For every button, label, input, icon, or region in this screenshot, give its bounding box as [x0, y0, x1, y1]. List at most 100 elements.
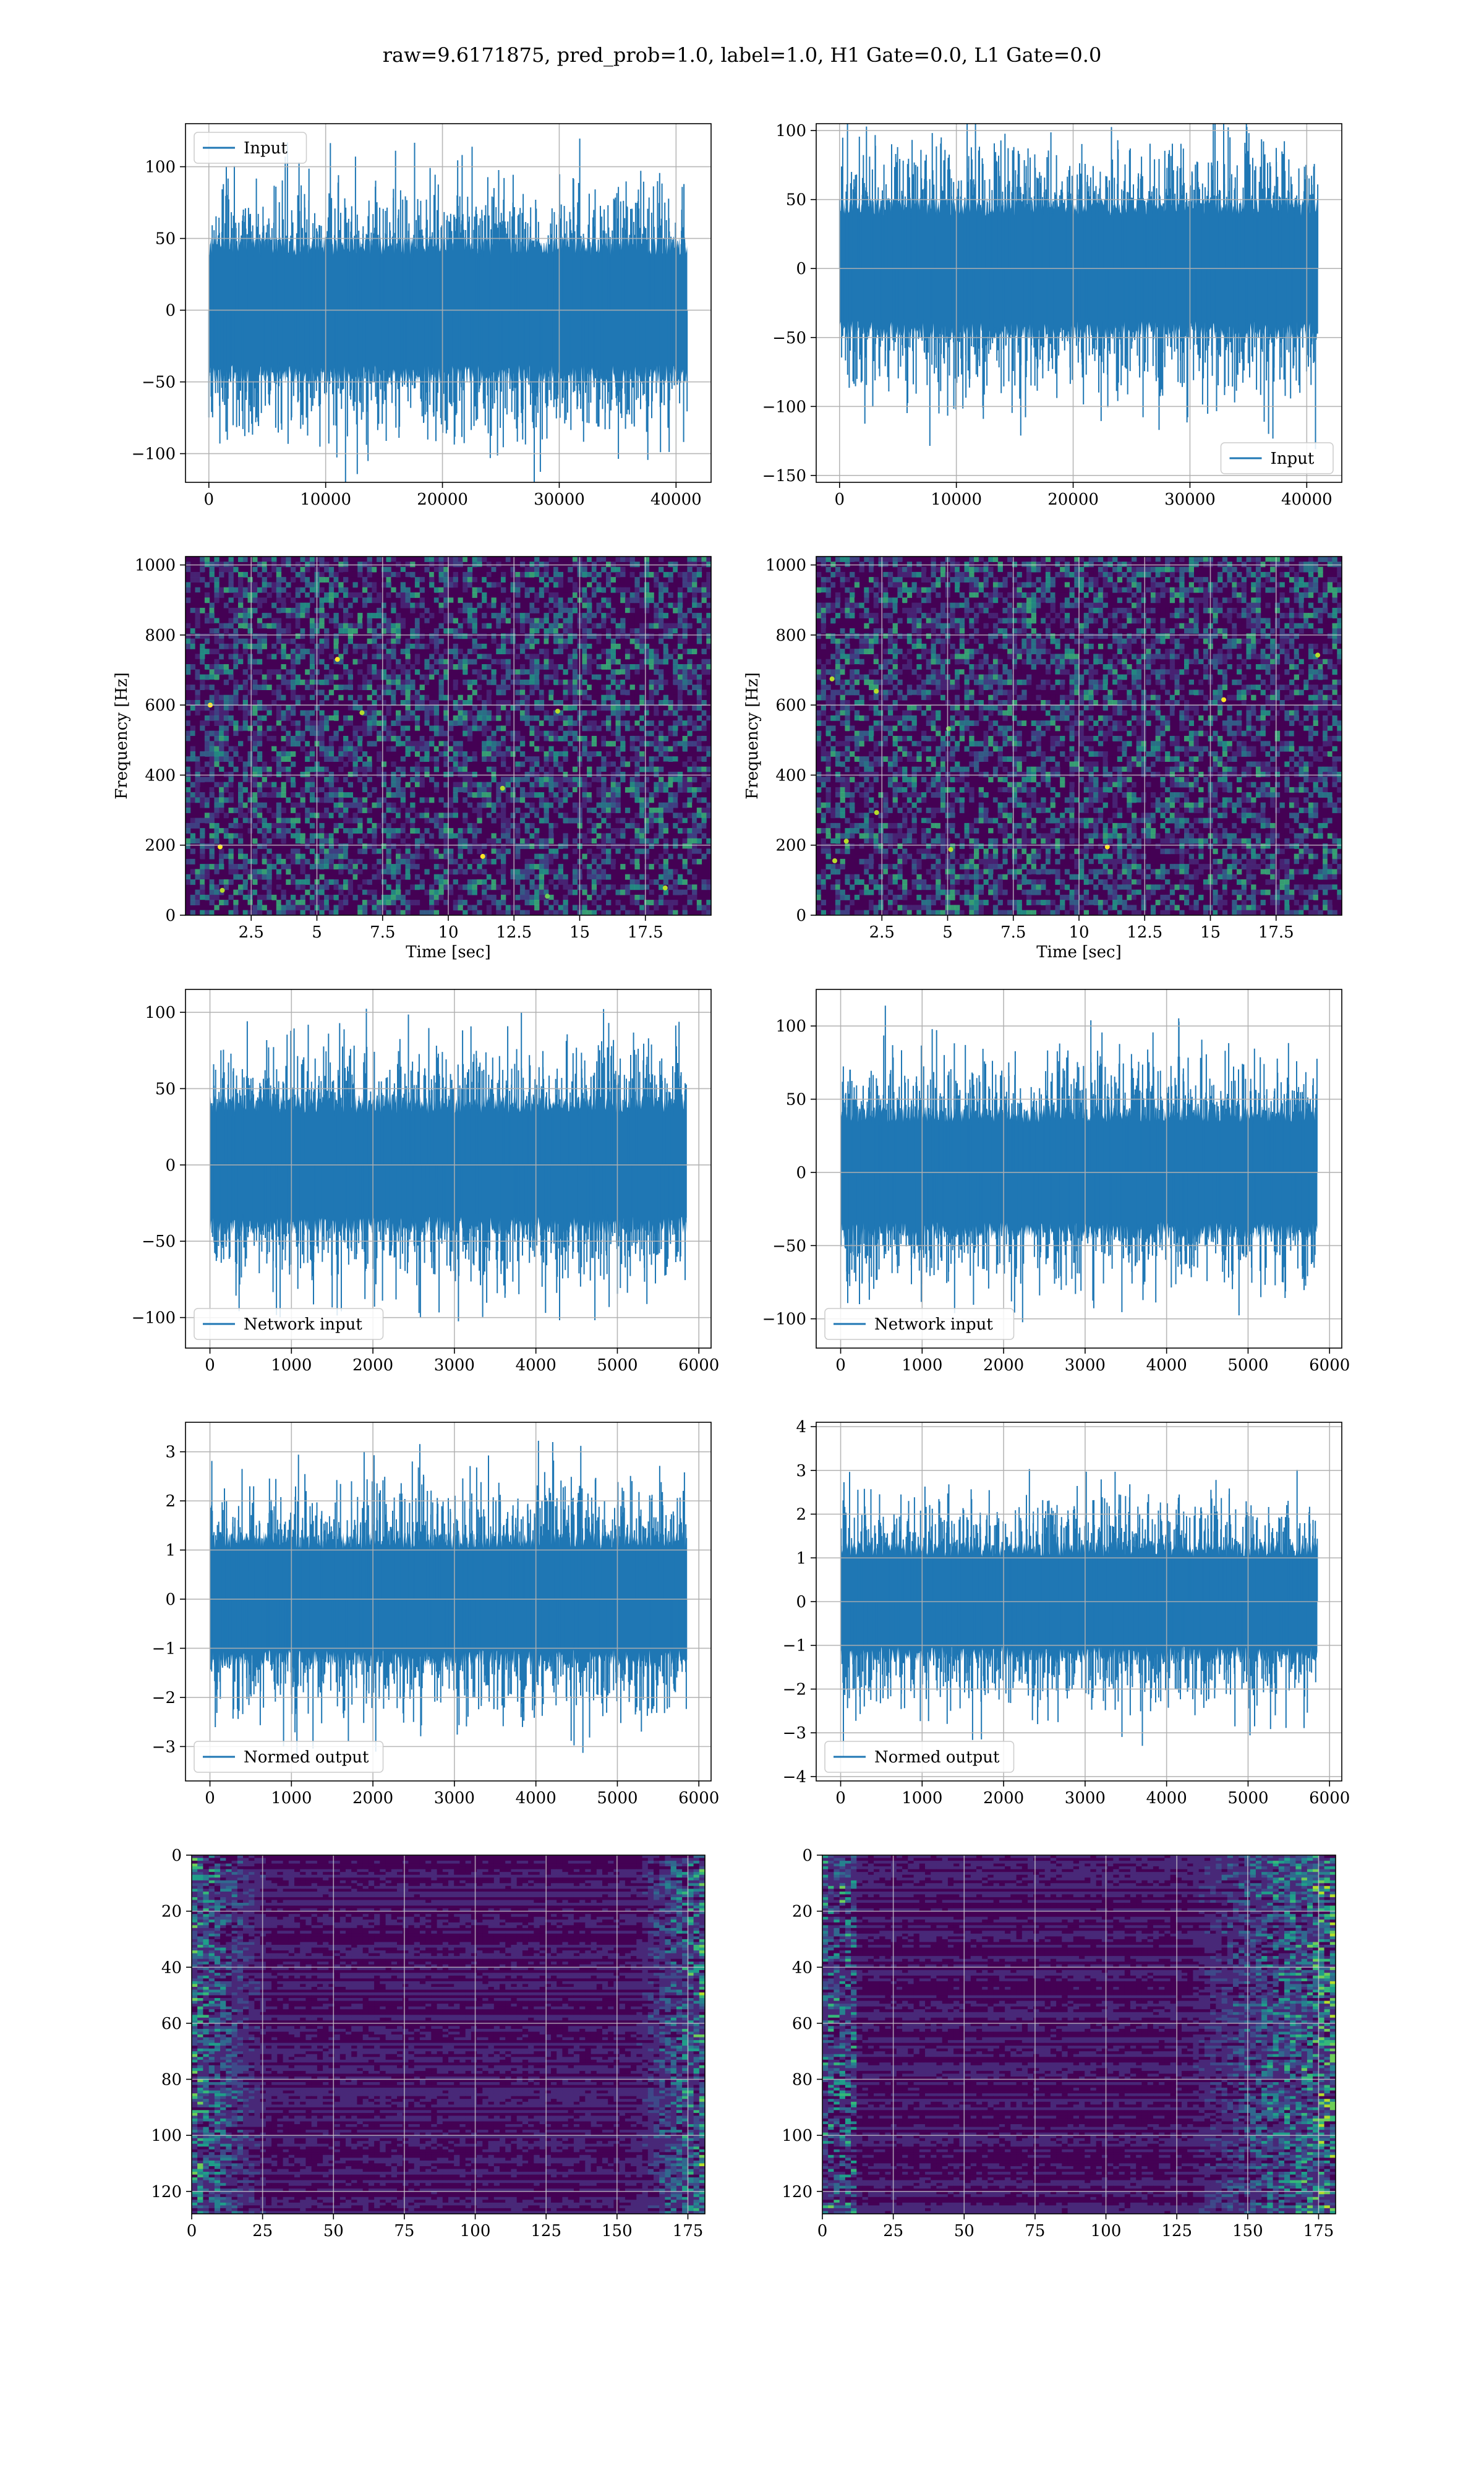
- x-tick-label: 0: [835, 1356, 846, 1375]
- y-tick-label: 120: [151, 2183, 182, 2201]
- y-tick-label: −100: [762, 1310, 806, 1329]
- legend-entry: Normed output: [244, 1748, 369, 1767]
- legend-entry: Normed output: [874, 1748, 1000, 1767]
- x-tick-label: 2000: [983, 1789, 1024, 1808]
- y-tick-label: 0: [171, 1846, 182, 1865]
- y-tick-label: 0: [802, 1846, 812, 1865]
- x-tick-label: 10: [1068, 923, 1089, 942]
- y-tick-label: −4: [783, 1768, 806, 1787]
- x-tick-label: 3000: [1065, 1356, 1106, 1375]
- y-tick-label: 800: [775, 626, 806, 645]
- legend: Input: [194, 132, 307, 163]
- x-axis-label: Time [sec]: [406, 943, 491, 962]
- x-tick-label: 125: [1161, 2222, 1192, 2240]
- plot-area: [822, 1855, 1336, 2214]
- y-tick-label: 50: [155, 230, 176, 249]
- y-tick-label: 1: [796, 1549, 806, 1568]
- y-tick-label: −100: [132, 445, 176, 464]
- x-tick-label: 4000: [516, 1789, 556, 1808]
- legend: Network input: [194, 1308, 383, 1339]
- x-tick-label: 150: [602, 2222, 633, 2240]
- x-tick-label: 0: [187, 2222, 197, 2240]
- y-tick-label: 200: [775, 837, 806, 855]
- x-tick-label: 175: [1303, 2222, 1334, 2240]
- y-tick-label: 80: [792, 2071, 812, 2090]
- x-tick-label: 5000: [1227, 1356, 1268, 1375]
- x-tick-label: 25: [252, 2222, 273, 2240]
- plot-area: [186, 1422, 711, 1781]
- legend: Normed output: [194, 1741, 383, 1772]
- x-tick-label: 4000: [516, 1356, 556, 1375]
- y-tick-label: 60: [792, 2015, 812, 2033]
- y-tick-label: 1: [165, 1542, 176, 1560]
- x-tick-label: 4000: [1146, 1789, 1187, 1808]
- plot-area: [816, 557, 1342, 916]
- y-tick-label: 50: [786, 1091, 806, 1109]
- y-tick-label: 80: [161, 2071, 182, 2090]
- x-tick-label: 75: [1025, 2222, 1045, 2240]
- y-tick-label: 20: [161, 1903, 182, 1921]
- y-tick-label: 2: [796, 1506, 806, 1524]
- x-tick-label: 0: [204, 490, 215, 509]
- y-tick-label: −2: [152, 1689, 176, 1707]
- x-tick-label: 2000: [352, 1789, 393, 1808]
- x-tick-label: 0: [835, 1789, 846, 1808]
- x-tick-label: 20000: [1047, 490, 1099, 509]
- y-tick-label: 40: [161, 1958, 182, 1977]
- plot-area: [816, 92, 1342, 482]
- y-tick-label: 60: [161, 2015, 182, 2033]
- plot-area: [186, 989, 711, 1348]
- x-tick-label: 10000: [931, 490, 982, 509]
- x-tick-label: 4000: [1146, 1356, 1187, 1375]
- x-tick-label: 150: [1232, 2222, 1263, 2240]
- y-tick-label: −2: [783, 1680, 806, 1699]
- y-tick-label: −50: [142, 1232, 176, 1251]
- legend-entry: Input: [1271, 450, 1315, 468]
- y-tick-label: 3: [796, 1462, 806, 1480]
- y-tick-label: 100: [775, 122, 806, 140]
- y-tick-label: 400: [775, 766, 806, 785]
- x-tick-label: 6000: [1309, 1356, 1350, 1375]
- x-tick-label: 25: [883, 2222, 903, 2240]
- x-tick-label: 0: [205, 1356, 215, 1375]
- x-tick-label: 175: [673, 2222, 704, 2240]
- y-tick-label: 0: [796, 260, 806, 278]
- x-tick-label: 0: [205, 1789, 215, 1808]
- x-tick-label: 2.5: [239, 923, 264, 942]
- x-tick-label: 1000: [271, 1356, 312, 1375]
- y-tick-label: −50: [772, 329, 806, 348]
- x-tick-label: 0: [835, 490, 845, 509]
- y-tick-label: −100: [132, 1309, 176, 1328]
- x-tick-label: 5000: [597, 1789, 638, 1808]
- legend-entry: Network input: [874, 1315, 993, 1334]
- y-tick-label: −50: [142, 374, 176, 392]
- x-tick-label: 12.5: [1127, 923, 1162, 942]
- figure-suptitle: raw=9.6171875, pred_prob=1.0, label=1.0,…: [0, 43, 1484, 67]
- x-tick-label: 5000: [1227, 1789, 1268, 1808]
- x-tick-label: 30000: [1164, 490, 1216, 509]
- y-tick-label: 1000: [765, 557, 806, 575]
- x-tick-label: 6000: [678, 1356, 719, 1375]
- y-tick-label: 40: [792, 1958, 812, 1977]
- plot-area: [186, 557, 712, 916]
- x-tick-label: 6000: [678, 1789, 719, 1808]
- x-tick-label: 3000: [434, 1356, 475, 1375]
- y-axis-label: Frequency [Hz]: [743, 672, 762, 800]
- x-tick-label: 15: [1200, 923, 1221, 942]
- y-tick-label: 100: [782, 2127, 812, 2145]
- y-tick-label: 100: [151, 2127, 182, 2145]
- x-tick-label: 12.5: [496, 923, 532, 942]
- y-axis-label: Frequency [Hz]: [113, 672, 131, 800]
- y-tick-label: 4: [796, 1418, 806, 1437]
- y-tick-label: 120: [782, 2183, 812, 2201]
- x-tick-label: 7.5: [370, 923, 395, 942]
